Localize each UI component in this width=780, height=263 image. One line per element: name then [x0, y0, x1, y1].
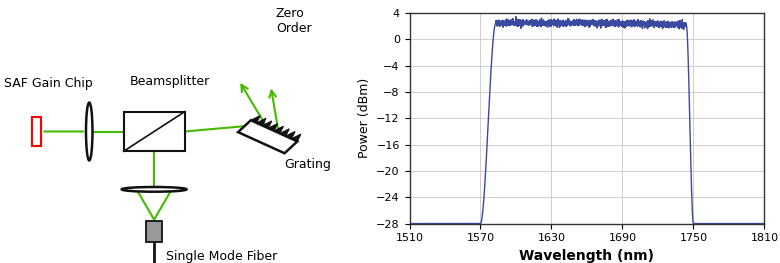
- Text: Single Mode Fiber: Single Mode Fiber: [166, 250, 278, 263]
- Bar: [147, 221, 161, 242]
- Polygon shape: [257, 118, 266, 125]
- Polygon shape: [251, 116, 261, 123]
- Ellipse shape: [122, 187, 186, 192]
- Ellipse shape: [86, 103, 93, 160]
- Text: Beamsplitter: Beamsplitter: [129, 75, 210, 88]
- Text: Grating: Grating: [284, 158, 331, 171]
- Polygon shape: [274, 126, 283, 134]
- Polygon shape: [238, 120, 297, 153]
- X-axis label: Wavelength (nm): Wavelength (nm): [519, 249, 654, 263]
- Polygon shape: [262, 121, 271, 128]
- Bar: [32, 117, 41, 146]
- Polygon shape: [280, 129, 289, 136]
- Bar: [124, 112, 185, 151]
- Polygon shape: [285, 132, 295, 139]
- Text: SAF Gain Chip: SAF Gain Chip: [4, 77, 93, 90]
- Y-axis label: Power (dBm): Power (dBm): [357, 78, 370, 159]
- Polygon shape: [292, 134, 301, 141]
- Text: Zero
Order: Zero Order: [276, 7, 311, 34]
- Polygon shape: [268, 124, 278, 131]
